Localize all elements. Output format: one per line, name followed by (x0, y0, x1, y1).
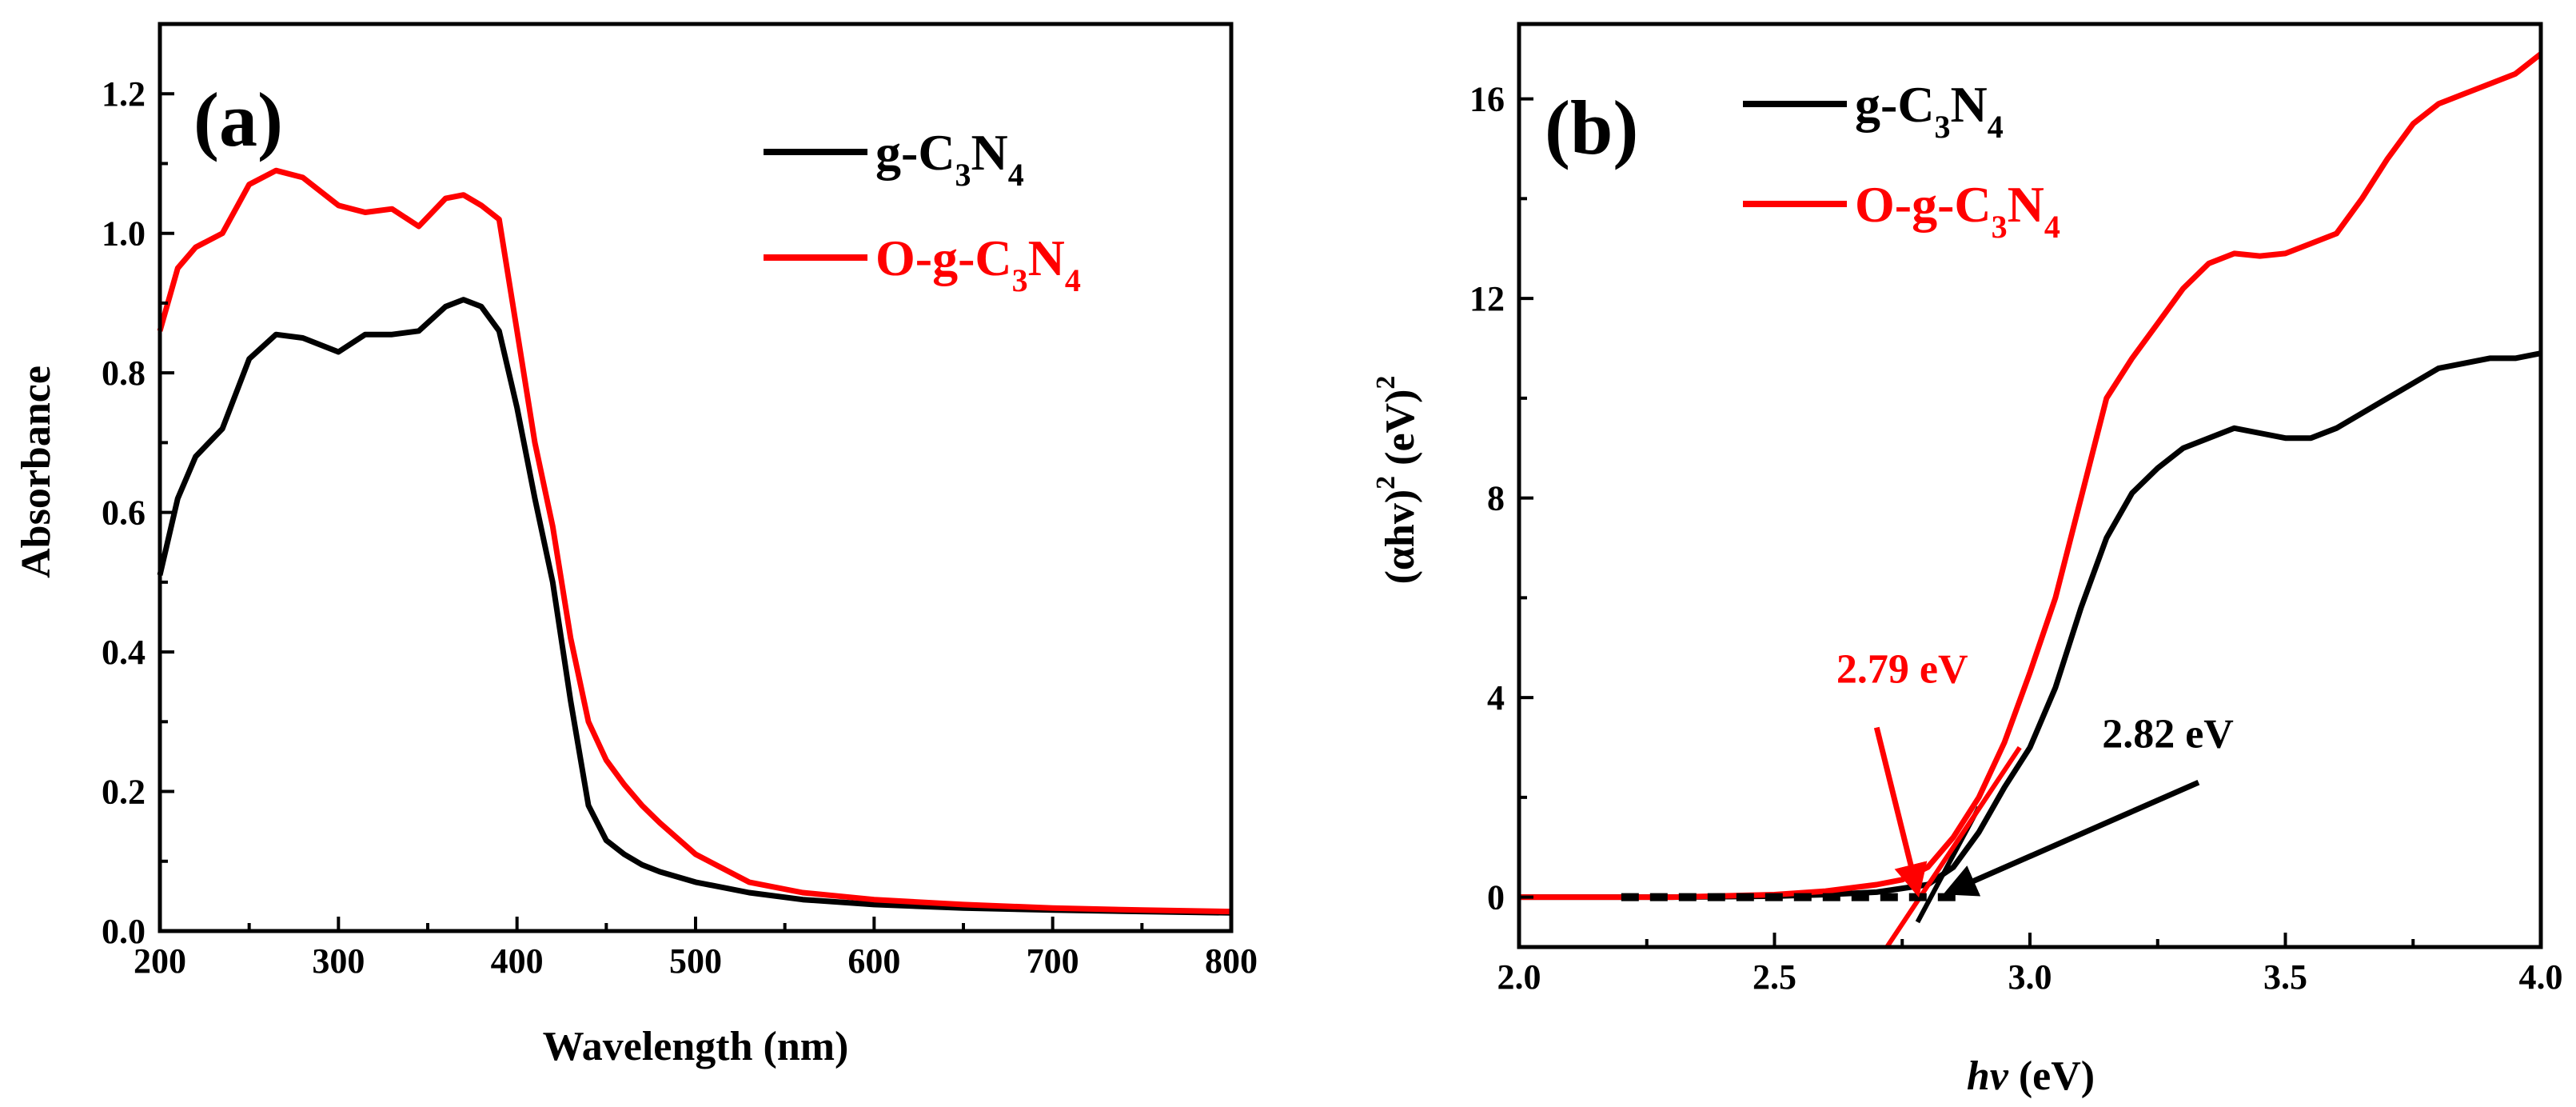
series-line-g-c3n4 (157, 297, 1232, 916)
y-tick-label: 4 (1487, 678, 1505, 717)
panel-a-x-axis-label: Wavelength (nm) (543, 1024, 849, 1069)
x-tick-label: 2.0 (1497, 957, 1541, 997)
panel-b-annotations: 2.79 eV 2.82 eV (1836, 646, 2234, 898)
x-tick-label: 3.0 (2008, 957, 2052, 997)
panel-b-legend: g-C3N4 O-g-C3N4 (1743, 76, 2060, 245)
panel-a: 200 300 400 500 600 700 800 0.0 0.2 0.4 0.6 0.8 1.0 1… (14, 22, 1258, 1069)
panel-b-x-axis-label: hv (eV) (1967, 1053, 2095, 1099)
panel-b-ticks: 2.0 2.5 3.0 3.5 4.0 0 4 8 12 16 (1469, 80, 2563, 997)
y-tick-label: 16 (1469, 80, 1505, 119)
panel-a-ticks: 200 300 400 500 600 700 800 0.0 0.2 0.4 0.6 0.8 1.0 1… (102, 74, 1258, 981)
legend-b-g-c3n4-label: g-C3N4 (1855, 76, 2004, 145)
annotation-label: 2.82 eV (2102, 711, 2234, 757)
x-tick-label: 300 (312, 941, 365, 981)
y-tick-label: 12 (1469, 279, 1505, 318)
legend-b-o-g-c3n4-label: O-g-C3N4 (1855, 176, 2060, 245)
y-tick-label: 8 (1487, 479, 1505, 518)
panel-a-y-axis-label: Absorbance (14, 366, 59, 578)
panel-b-y-axis-label: (αhv)2 (eV)2 (1371, 376, 1423, 585)
panel-b-label: (b) (1545, 85, 1638, 170)
series-line-g-c3n4 (1519, 350, 2542, 901)
panel-b: 2.0 2.5 3.0 3.5 4.0 0 4 8 12 16 (b) hv (eV) (αhv)… (1371, 22, 2563, 1099)
legend-a-g-c3n4-label: g-C3N4 (875, 124, 1024, 193)
x-tick-label: 3.5 (2263, 957, 2307, 997)
y-tick-label: 1.0 (102, 214, 146, 254)
annotation-arrow (1943, 779, 2200, 897)
y-tick-label: 0 (1487, 878, 1505, 917)
x-tick-label: 400 (491, 941, 544, 981)
y-tick-label: 0.4 (102, 633, 146, 672)
x-tick-label: 700 (1027, 941, 1079, 981)
o-g-c3n4-tangent-line (1884, 745, 2022, 949)
x-tick-label: 4.0 (2519, 957, 2563, 997)
y-tick-label: 1.2 (102, 74, 146, 114)
annotation-arrow (1873, 726, 1928, 898)
panel-a-series (157, 167, 1232, 916)
y-tick-label: 0.2 (102, 773, 146, 812)
legend-a-o-g-c3n4-label: O-g-C3N4 (875, 230, 1081, 298)
y-tick-label: 0.6 (102, 494, 146, 533)
x-tick-label: 800 (1205, 941, 1258, 981)
x-tick-label: 600 (847, 941, 900, 981)
y-tick-label: 0.0 (102, 912, 146, 951)
panel-a-legend: g-C3N4 O-g-C3N4 (764, 124, 1081, 298)
x-tick-label: 2.5 (1753, 957, 1796, 997)
y-tick-label: 0.8 (102, 354, 146, 393)
x-tick-label: 200 (134, 941, 186, 981)
x-tick-label: 500 (669, 941, 722, 981)
panel-a-frame (158, 22, 1234, 933)
series-line-o-g-c3n4 (157, 167, 1232, 915)
panel-a-label: (a) (193, 77, 283, 162)
annotation-label: 2.79 eV (1836, 646, 1968, 692)
